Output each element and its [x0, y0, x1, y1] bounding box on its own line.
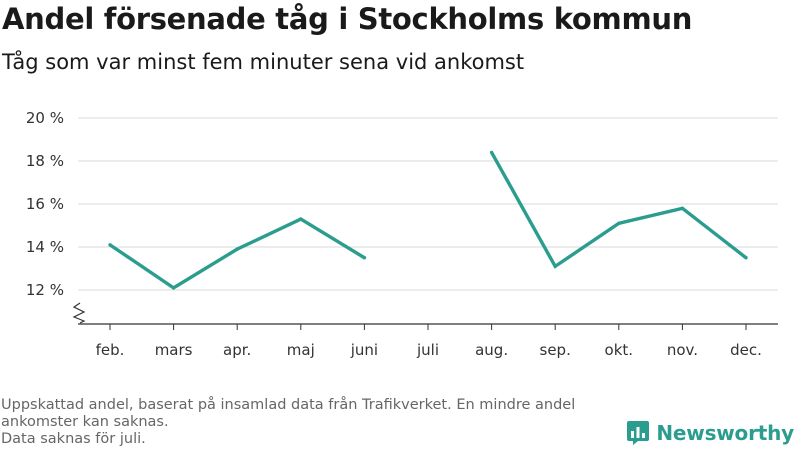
- x-tick-label: mars: [155, 341, 193, 359]
- y-tick-label: 12 %: [26, 281, 64, 299]
- axis-break-icon: [72, 302, 86, 324]
- data-point: [680, 206, 685, 210]
- x-tick-label: juni: [350, 341, 378, 359]
- chart-subtitle: Tåg som var minst fem minuter sena vid a…: [2, 50, 525, 74]
- data-point: [299, 217, 303, 221]
- x-tick-label: apr.: [223, 341, 251, 359]
- data-point: [617, 221, 621, 226]
- brand-name: Newsworthy: [656, 421, 794, 445]
- series-line-segment: [490, 151, 748, 269]
- y-tick-label: 14 %: [26, 238, 64, 256]
- footnote-missing-data: Data saknas för juli.: [1, 431, 146, 447]
- x-tick-label: okt.: [605, 341, 634, 359]
- y-tick-labels: 12 % 14 % 16 % 18 % 20 %: [26, 109, 64, 299]
- x-tick-label: dec.: [730, 341, 762, 359]
- x-tick-label: nov.: [667, 341, 698, 359]
- x-tick-label: juli: [416, 341, 439, 359]
- newsworthy-logo: Newsworthy: [626, 418, 794, 448]
- data-point: [235, 247, 239, 251]
- data-point: [744, 256, 748, 260]
- data-point: [489, 150, 494, 155]
- newsworthy-logo-icon: [627, 421, 650, 445]
- data-point: [108, 243, 112, 247]
- x-tick-label: feb.: [96, 341, 125, 359]
- footnote-source: Uppskattad andel, baserat på insamlad da…: [1, 397, 576, 430]
- y-tick-label: 16 %: [26, 195, 64, 213]
- axes: [72, 302, 778, 330]
- data-point: [171, 286, 176, 290]
- grid-lines: [78, 117, 778, 291]
- data-point: [553, 264, 557, 269]
- chart-title: Andel försenade tåg i Stockholms kommun: [2, 2, 693, 36]
- y-tick-label: 20 %: [26, 109, 64, 127]
- data-point: [362, 256, 367, 260]
- series-line-segment: [109, 217, 366, 290]
- x-tick-labels: feb. mars apr. maj juni juli aug. sep. okt. nov. d…: [96, 341, 762, 359]
- y-tick-label: 18 %: [26, 152, 64, 170]
- x-tick-label: maj: [287, 341, 315, 359]
- series-line: [108, 150, 748, 290]
- x-tick-label: aug.: [475, 341, 508, 359]
- footnote: Uppskattad andel, baserat på insamlad da…: [1, 397, 641, 448]
- x-tick-label: sep.: [540, 341, 571, 359]
